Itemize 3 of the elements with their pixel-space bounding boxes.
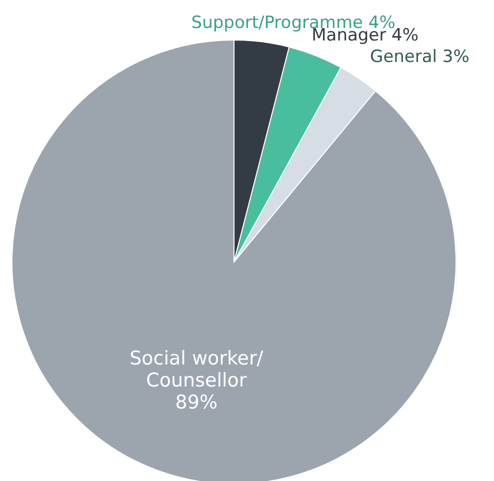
slice-label: Social worker/ Counsellor	[130, 347, 264, 392]
data-label: 89%	[175, 391, 218, 414]
slice-label: General 3%	[370, 46, 470, 67]
